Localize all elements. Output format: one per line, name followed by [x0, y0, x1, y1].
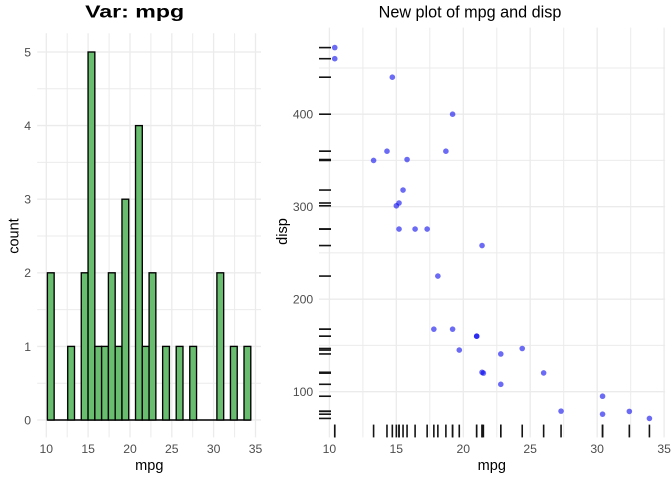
svg-text:30: 30: [590, 442, 604, 456]
svg-text:0: 0: [24, 413, 31, 427]
svg-text:disp: disp: [275, 218, 291, 245]
svg-text:200: 200: [293, 293, 314, 307]
svg-text:1: 1: [24, 340, 31, 354]
svg-text:10: 10: [323, 442, 337, 456]
svg-text:5: 5: [24, 45, 31, 59]
svg-text:25: 25: [165, 442, 179, 456]
svg-text:New plot of mpg and disp: New plot of mpg and disp: [379, 3, 562, 21]
svg-text:35: 35: [249, 442, 263, 456]
svg-text:30: 30: [207, 442, 221, 456]
svg-text:25: 25: [523, 442, 537, 456]
svg-text:2: 2: [24, 266, 31, 280]
svg-text:15: 15: [390, 442, 404, 456]
svg-text:35: 35: [657, 442, 671, 456]
svg-text:100: 100: [293, 385, 314, 399]
svg-text:300: 300: [293, 200, 314, 214]
svg-text:mpg: mpg: [478, 458, 506, 474]
svg-text:20: 20: [457, 442, 471, 456]
svg-text:count: count: [7, 218, 23, 253]
svg-text:mpg: mpg: [135, 458, 163, 474]
svg-text:400: 400: [293, 108, 314, 122]
svg-text:Var: mpg: Var: mpg: [85, 2, 184, 22]
svg-text:3: 3: [24, 193, 31, 207]
svg-text:20: 20: [123, 442, 137, 456]
svg-text:4: 4: [24, 119, 31, 133]
svg-text:10: 10: [40, 442, 54, 456]
svg-text:15: 15: [81, 442, 95, 456]
